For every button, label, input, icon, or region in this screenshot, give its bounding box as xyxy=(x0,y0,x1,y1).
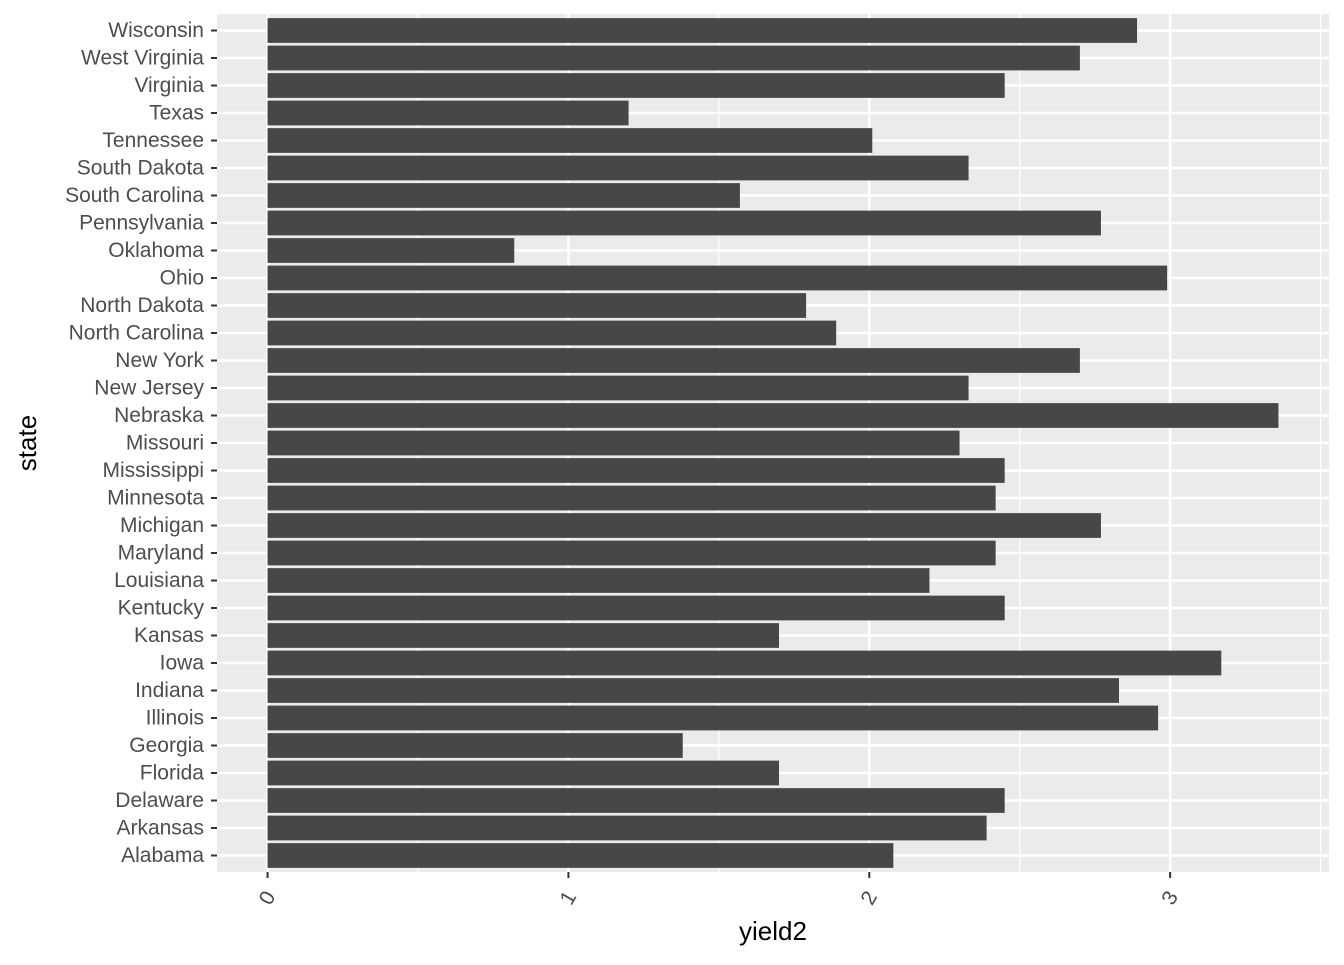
bar-tennessee xyxy=(267,128,873,153)
y-tick-label: Georgia xyxy=(129,734,204,757)
bar-mississippi xyxy=(267,458,1005,483)
bar-iowa xyxy=(267,650,1222,676)
bar-georgia xyxy=(267,733,683,758)
bar-south-carolina xyxy=(267,183,740,208)
x-tick-label: 1 xyxy=(556,887,582,909)
y-tick-label: Ohio xyxy=(160,267,204,290)
bar-nebraska xyxy=(267,403,1279,428)
y-tick-label: Iowa xyxy=(160,652,205,675)
bar-virginia xyxy=(267,73,1005,98)
y-tick-label: Kentucky xyxy=(118,597,205,620)
bar-kansas xyxy=(267,623,780,648)
bar-alabama xyxy=(267,843,894,868)
y-tick-label: Minnesota xyxy=(107,487,204,510)
x-axis: 0 1 2 3 xyxy=(255,872,1183,909)
y-tick-label: Oklahoma xyxy=(108,239,204,262)
bar-florida xyxy=(267,760,780,786)
bar-louisiana xyxy=(267,568,930,593)
y-tick-label: New Jersey xyxy=(94,377,204,400)
y-tick-label: New York xyxy=(115,349,204,372)
y-tick-label: Tennessee xyxy=(102,129,204,152)
y-tick-label: West Virginia xyxy=(81,47,204,70)
y-tick-label: North Carolina xyxy=(69,322,205,345)
y-tick-label: Wisconsin xyxy=(108,19,204,42)
bar-south-dakota xyxy=(267,155,969,181)
bar-arkansas xyxy=(267,815,987,841)
bar-ohio xyxy=(267,265,1168,291)
y-tick-label: Virginia xyxy=(134,74,204,97)
y-tick-label: Michigan xyxy=(120,514,204,537)
y-tick-label: Nebraska xyxy=(114,404,204,427)
bar-wisconsin xyxy=(267,18,1138,43)
bar-pennsylvania xyxy=(267,210,1101,236)
y-tick-label: Louisiana xyxy=(114,569,204,592)
y-tick-label: Pennsylvania xyxy=(79,212,204,235)
y-tick-label: North Dakota xyxy=(80,294,204,317)
bar-illinois xyxy=(267,705,1159,731)
y-tick-label: South Dakota xyxy=(77,157,205,180)
bar-kentucky xyxy=(267,595,1005,621)
bar-indiana xyxy=(267,678,1119,703)
y-tick-label: Texas xyxy=(149,102,204,125)
bars xyxy=(267,18,1279,868)
bar-north-dakota xyxy=(267,293,807,318)
y-tick-label: Florida xyxy=(140,762,205,785)
y-tick-label: Delaware xyxy=(115,789,204,812)
y-tick-label: Maryland xyxy=(118,542,204,565)
x-tick-label: 3 xyxy=(1157,887,1183,909)
bar-minnesota xyxy=(267,485,996,511)
x-tick-label: 2 xyxy=(856,887,882,909)
y-tick-label: Missouri xyxy=(126,432,204,455)
bar-missouri xyxy=(267,430,960,456)
bar-new-york xyxy=(267,348,1080,373)
y-tick-label: Arkansas xyxy=(116,817,204,840)
bar-michigan xyxy=(267,513,1101,538)
bar-north-carolina xyxy=(267,320,837,346)
bar-new-jersey xyxy=(267,375,969,401)
y-axis: Alabama Arkansas Delaware Florida Georgia Ill… xyxy=(65,19,217,867)
bar-delaware xyxy=(267,788,1005,813)
x-axis-title: yield2 xyxy=(739,916,807,946)
y-tick-label: Indiana xyxy=(135,679,204,702)
bar-oklahoma xyxy=(267,238,515,263)
bar-maryland xyxy=(267,540,996,566)
bar-texas xyxy=(267,100,629,126)
y-tick-label: Kansas xyxy=(134,624,204,647)
y-tick-label: South Carolina xyxy=(65,184,204,207)
y-axis-title: state xyxy=(12,415,42,471)
y-tick-label: Alabama xyxy=(121,844,204,867)
bar-west-virginia xyxy=(267,45,1080,71)
y-tick-label: Illinois xyxy=(146,707,204,730)
y-tick-label: Mississippi xyxy=(102,459,204,482)
x-tick-label: 0 xyxy=(255,887,281,909)
